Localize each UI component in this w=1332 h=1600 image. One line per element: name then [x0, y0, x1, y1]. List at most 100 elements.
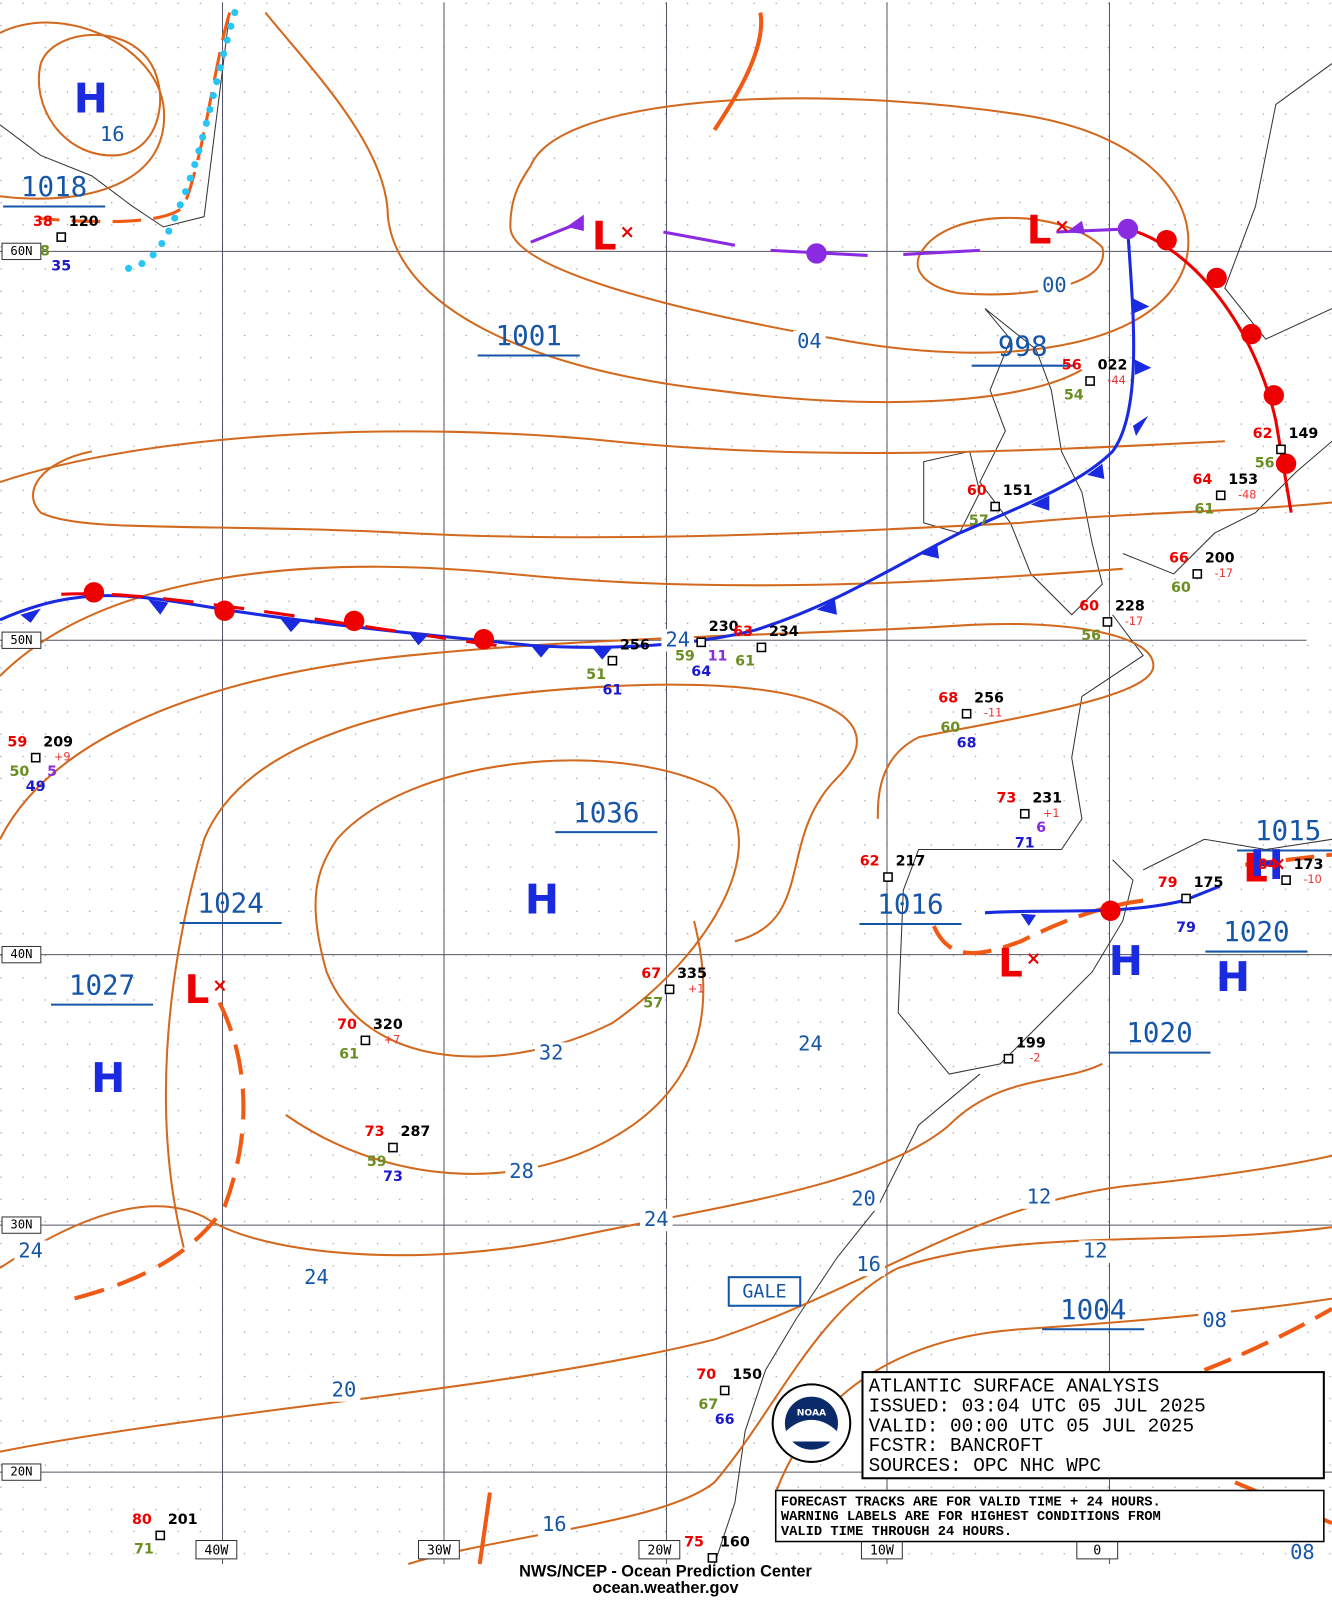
- station-temp: 64: [1192, 472, 1212, 488]
- station-temp: 56: [1062, 358, 1082, 374]
- isobar-label-bg: [1078, 1240, 1112, 1263]
- station-blue: 79: [1176, 920, 1196, 936]
- isobar-label: 12: [1027, 1185, 1052, 1209]
- isobar-label-bg: [852, 1253, 885, 1277]
- graticule: [0, 2, 1332, 1564]
- station-dew: 61: [1194, 502, 1214, 518]
- station-pressure: 149: [1289, 426, 1319, 442]
- station-marker: [707, 1553, 718, 1563]
- station-pressure: 234: [769, 624, 799, 640]
- station-temp: 70: [337, 1017, 357, 1033]
- high-center: H: [91, 1054, 125, 1102]
- station-dew: 60: [940, 720, 960, 736]
- station-pressure: 022: [1098, 358, 1128, 374]
- footer-line: NWS/NCEP - Ocean Prediction Center: [519, 1562, 812, 1580]
- station-plot: 73 231 671 +1: [996, 790, 1062, 851]
- station-marker: [990, 501, 1001, 512]
- station-blue: 64: [691, 664, 711, 680]
- high-center: H: [525, 876, 559, 924]
- station-plot: 80 201 71: [132, 1512, 198, 1558]
- lon-label: 20W: [647, 1544, 671, 1559]
- station-marker: [1181, 893, 1191, 904]
- isobar-label: 04: [797, 329, 822, 353]
- station-dew: 54: [1064, 387, 1084, 403]
- station-tendency: +7: [384, 1033, 401, 1046]
- station-temp: 68: [938, 690, 958, 706]
- isobar-label: 00: [1042, 273, 1067, 297]
- station-tendency: -11: [984, 707, 1002, 720]
- title-box-frame: [861, 1371, 1325, 1480]
- pressure-label: 1036: [573, 797, 639, 829]
- station-pressure: 160: [720, 1535, 750, 1551]
- station-marker: [360, 1035, 371, 1046]
- isobar-label: 12: [1083, 1239, 1108, 1263]
- note-line: WARNING LABELS ARE FOR HIGHEST CONDITION…: [781, 1510, 1161, 1525]
- station-temp: 79: [1158, 875, 1178, 891]
- station-dew: 59: [367, 1154, 387, 1170]
- isobar-label: 20: [851, 1187, 876, 1211]
- station-blue: 73: [383, 1169, 403, 1185]
- station-marker: [1019, 808, 1030, 819]
- station-pressure: 228: [1115, 599, 1145, 615]
- station-marker: [696, 637, 707, 648]
- lon-label-box: [195, 1540, 238, 1560]
- station-temp: 62: [860, 854, 880, 870]
- station-tendency: -17: [1215, 567, 1233, 580]
- station-pressure: 153: [1228, 472, 1258, 488]
- coastlines: [0, 12, 1332, 1565]
- station-dew: 60: [1171, 580, 1191, 596]
- footer-line: ocean.weather.gov: [592, 1579, 739, 1597]
- pressure-label: 1015: [1255, 815, 1321, 847]
- station-dew: 57: [643, 996, 663, 1012]
- station-tendency: -44: [1107, 374, 1125, 387]
- station-blue: 66: [715, 1412, 735, 1428]
- station-plot: 79 175 79: [1158, 875, 1224, 936]
- isobar-label-bg: [1022, 1186, 1056, 1209]
- isobar-label: 08: [1202, 1308, 1227, 1332]
- pressure-label: 1020: [1126, 1017, 1192, 1049]
- station-temp: 38: [33, 214, 53, 230]
- station-dew: 56: [1255, 456, 1275, 472]
- station-marker: [155, 1530, 166, 1541]
- station-dew: 57: [969, 513, 989, 529]
- station-plot: 38 120 835: [33, 214, 99, 275]
- isobar-label-bg: [537, 1513, 571, 1537]
- isobar-label-bg: [793, 330, 826, 354]
- station-temp: 75: [684, 1535, 704, 1551]
- station-plot: 75 160: [684, 1535, 750, 1563]
- station-plot: 70 320 61 +7: [337, 1017, 403, 1063]
- lat-label-box: [1, 1463, 42, 1481]
- isobar-label-bg: [505, 1160, 538, 1184]
- station-temp: 66: [1169, 551, 1189, 567]
- station-plot: 66 200 60 -17: [1169, 551, 1235, 597]
- isobar-label: 20: [332, 1377, 357, 1401]
- station-purple: 11: [708, 649, 728, 665]
- station-marker: [1281, 875, 1291, 885]
- station-purple: 5: [47, 764, 57, 780]
- pressure-label: 1020: [1223, 916, 1289, 948]
- high-center: H: [1216, 953, 1250, 1001]
- isobar-label-bg: [1286, 1541, 1319, 1564]
- title-line: FCSTR: BANCROFT: [869, 1435, 1043, 1457]
- station-plot: 60 151 57: [967, 483, 1033, 529]
- isobar-label: 24: [304, 1265, 329, 1289]
- low-x: ×: [1054, 216, 1069, 237]
- station-pressure: 256: [974, 690, 1004, 706]
- isobar-label-bg: [1038, 274, 1071, 298]
- low-center: L: [1243, 846, 1268, 891]
- pressure-label: 1024: [198, 888, 264, 920]
- low-center: L: [998, 941, 1023, 986]
- high-center: H: [1109, 937, 1143, 985]
- station-temp: 84: [1258, 857, 1278, 873]
- station-marker: [1102, 617, 1113, 627]
- pressure-label: 1018: [21, 171, 87, 203]
- low-center: L: [185, 968, 210, 1013]
- station-pressure: 335: [677, 966, 707, 982]
- high-center: H: [74, 74, 108, 122]
- station-blue: 49: [26, 779, 46, 795]
- station-purple: 6: [1036, 820, 1046, 836]
- station-marker: [1003, 1053, 1014, 1064]
